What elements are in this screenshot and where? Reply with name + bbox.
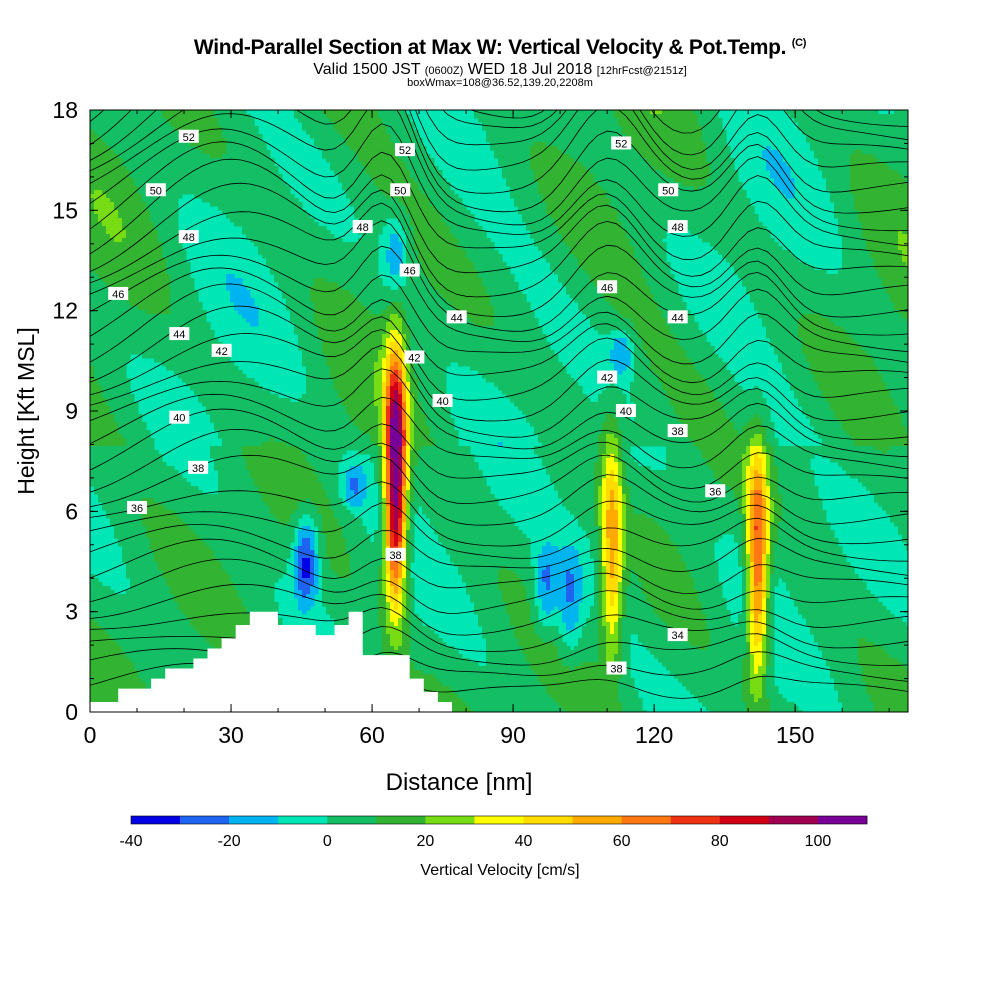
- colorbar-swatch: [524, 816, 573, 824]
- colorbar-swatch: [818, 816, 867, 824]
- theta-label: 36: [127, 501, 147, 515]
- theta-label: 42: [212, 344, 232, 358]
- theta-label: 50: [390, 183, 410, 197]
- colorbar-swatch: [327, 816, 376, 824]
- theta-label: 46: [108, 287, 128, 301]
- x-axis-label: Distance [nm]: [386, 769, 533, 796]
- theta-label: 34: [668, 628, 688, 642]
- y-tick-label: 12: [52, 298, 78, 324]
- theta-label: 52: [395, 143, 415, 157]
- colorbar-tick-label: 80: [711, 833, 729, 850]
- theta-label: 52: [611, 136, 631, 150]
- colorbar-swatch: [474, 816, 523, 824]
- x-tick-label: 150: [776, 722, 814, 748]
- theta-label: 46: [597, 280, 617, 294]
- x-tick-label: 60: [359, 722, 385, 748]
- colorbar-tick-label: 20: [417, 833, 435, 850]
- x-tick-label: 90: [500, 722, 526, 748]
- colorbar-swatch: [278, 816, 327, 824]
- colorbar-swatch: [131, 816, 180, 824]
- colorbar-swatch: [622, 816, 671, 824]
- x-tick-label: 30: [218, 722, 244, 748]
- y-tick-label: 6: [65, 498, 78, 524]
- theta-label: 44: [447, 310, 467, 324]
- colorbar-tick-label: -40: [119, 833, 142, 850]
- theta-label: 36: [705, 484, 725, 498]
- colorbar-tick-label: -20: [218, 833, 241, 850]
- colorbar-tick-label: 60: [613, 833, 631, 850]
- colorbar-swatch: [180, 816, 229, 824]
- theta-label: 44: [169, 327, 189, 341]
- theta-label: 38: [668, 424, 688, 438]
- theta-label: 40: [169, 411, 189, 425]
- y-tick-label: 9: [65, 398, 78, 424]
- theta-label: 42: [404, 350, 424, 364]
- colorbar-tick-label: 100: [805, 833, 832, 850]
- y-tick-label: 18: [52, 97, 78, 123]
- colorbar-swatch: [376, 816, 425, 824]
- y-tick-label: 3: [65, 599, 78, 625]
- colorbar-tick-label: 0: [323, 833, 332, 850]
- theta-label: 40: [616, 404, 636, 418]
- colorbar-tick-label: 40: [515, 833, 533, 850]
- colorbar-swatch: [720, 816, 769, 824]
- theta-label: 44: [668, 310, 688, 324]
- theta-label: 38: [607, 662, 627, 676]
- theta-label: 52: [179, 130, 199, 144]
- theta-label: 40: [433, 394, 453, 408]
- theta-label: 42: [597, 371, 617, 385]
- theta-label: 48: [179, 230, 199, 244]
- x-tick-label: 120: [635, 722, 673, 748]
- colorbar-swatch: [769, 816, 818, 824]
- theta-label: 50: [658, 183, 678, 197]
- theta-label: 48: [668, 220, 688, 234]
- theta-label: 46: [400, 264, 420, 278]
- colorbar-swatch: [425, 816, 474, 824]
- colorbar-title: Vertical Velocity [cm/s]: [300, 862, 700, 880]
- theta-label: 48: [353, 220, 373, 234]
- y-axis-label: Height [Kft MSL]: [13, 327, 39, 494]
- theta-label: 38: [386, 548, 406, 562]
- y-tick-label: 0: [65, 699, 78, 725]
- x-tick-label: 0: [84, 722, 97, 748]
- colorbar: -40 -20 0 20 40 60 80 100: [119, 816, 867, 850]
- y-tick-label: 15: [52, 197, 78, 223]
- theta-label: 38: [188, 461, 208, 475]
- colorbar-swatch: [573, 816, 622, 824]
- colorbar-swatch: [229, 816, 278, 824]
- theta-label: 50: [146, 183, 166, 197]
- colorbar-swatch: [671, 816, 720, 824]
